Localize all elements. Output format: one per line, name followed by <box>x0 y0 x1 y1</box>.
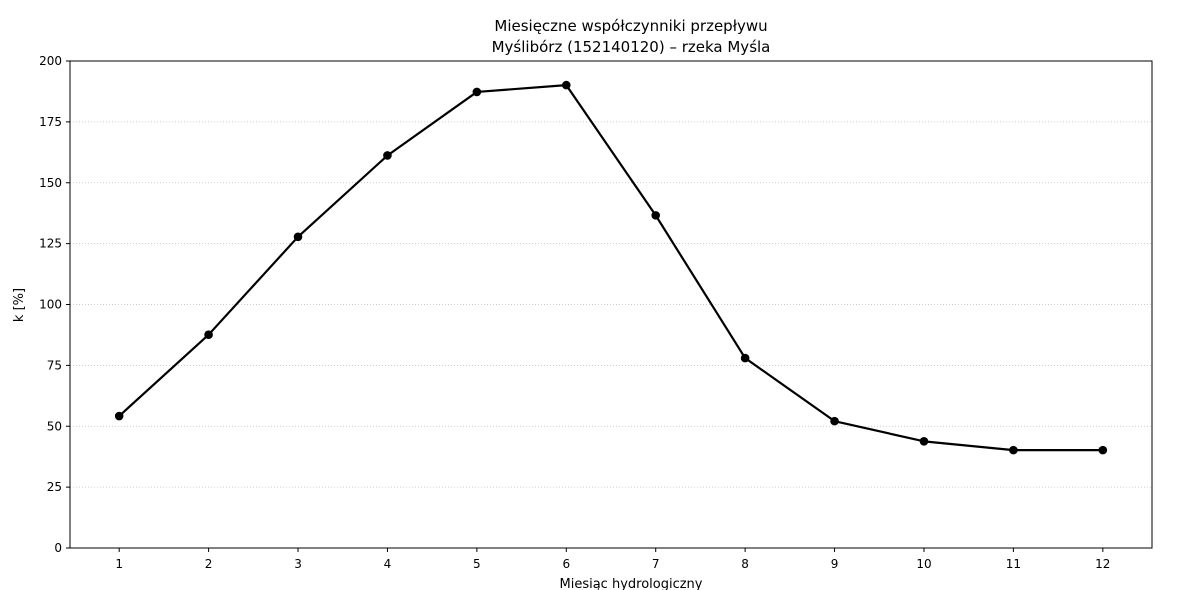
y-ticks: 0 25 50 75 100 125 150 175 200 <box>39 54 70 555</box>
y-tick-label-4: 100 <box>39 298 62 312</box>
data-point-9 <box>830 416 839 426</box>
x-tick-label-4: 4 <box>384 557 392 571</box>
data-point-8 <box>740 353 750 363</box>
data-point-10 <box>919 437 929 446</box>
y-tick-label-0: 0 <box>54 541 62 555</box>
chart-subtitle: Myślibórz (152140120) – rzeka Myśla <box>492 38 771 56</box>
y-tick-label-1: 25 <box>47 480 62 494</box>
data-point-5 <box>472 87 482 97</box>
data-point-11 <box>1009 445 1018 455</box>
x-tick-label-1: 1 <box>115 557 123 571</box>
data-point-12 <box>1098 445 1108 455</box>
x-axis-label: Miesiąc hydrologiczny <box>560 577 703 590</box>
y-tick-label-8: 200 <box>39 54 62 68</box>
x-tick-label-7: 7 <box>652 557 660 571</box>
y-tick-label-7: 175 <box>39 115 62 129</box>
x-tick-label-2: 2 <box>205 557 213 571</box>
y-tick-label-2: 50 <box>47 419 62 433</box>
data-point-4 <box>383 151 392 160</box>
y-tick-label-6: 150 <box>39 176 62 190</box>
x-ticks: 1 2 3 4 5 6 7 8 9 10 11 12 <box>115 548 1110 571</box>
x-tick-label-11: 11 <box>1006 557 1021 571</box>
data-point-6 <box>561 80 571 90</box>
y-tick-label-5: 125 <box>39 237 62 251</box>
series-line-0 <box>118 84 1103 452</box>
grid-lines <box>70 121 1152 488</box>
x-tick-label-3: 3 <box>294 557 302 571</box>
chart-title: Miesięczne współczynniki przepływu <box>494 17 767 35</box>
x-tick-label-10: 10 <box>916 557 931 571</box>
y-axis-label: k [%] <box>12 288 27 322</box>
x-tick-label-12: 12 <box>1095 557 1110 571</box>
series-layer <box>114 80 1108 455</box>
x-tick-label-6: 6 <box>562 557 570 571</box>
data-point-1 <box>114 411 124 421</box>
y-tick-label-3: 75 <box>47 358 62 372</box>
x-tick-label-9: 9 <box>831 557 839 571</box>
data-point-3 <box>293 232 303 242</box>
data-point-2 <box>204 330 213 339</box>
data-point-7 <box>651 211 661 220</box>
x-tick-label-8: 8 <box>741 557 749 571</box>
x-tick-label-5: 5 <box>473 557 481 571</box>
